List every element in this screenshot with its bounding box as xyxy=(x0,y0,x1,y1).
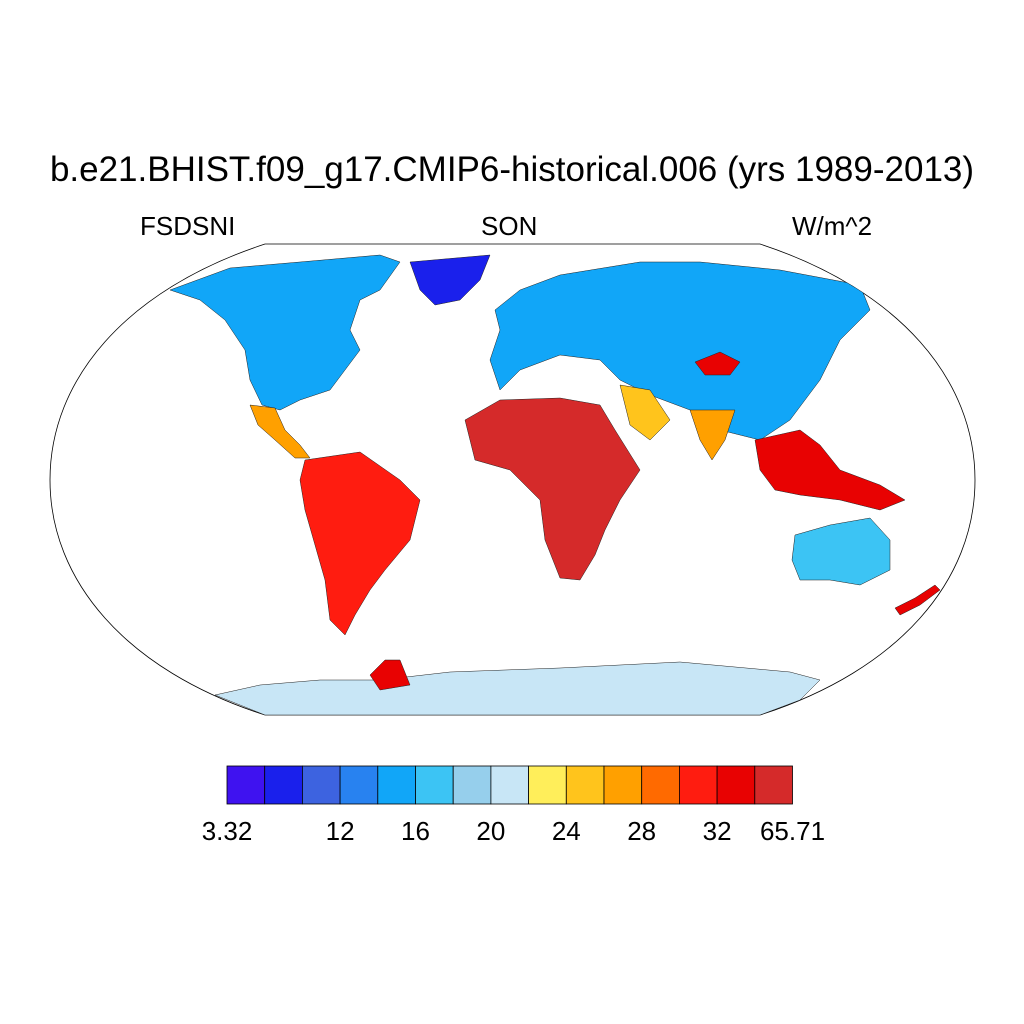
colorbar-swatch xyxy=(565,765,605,805)
region-australia xyxy=(791,517,891,586)
region-arabia xyxy=(619,384,671,441)
region-india xyxy=(689,409,736,461)
colorbar-swatch xyxy=(754,765,793,805)
colorbar-tick-label: 32 xyxy=(702,816,732,846)
colorbar-swatch xyxy=(603,765,643,805)
plot-title: b.e21.BHIST.f09_g17.CMIP6-historical.006… xyxy=(49,150,975,189)
colorbar-swatch xyxy=(528,765,567,805)
season-label: SON xyxy=(481,211,538,241)
colorbar-swatch xyxy=(716,765,756,805)
region-antarctic-peninsula xyxy=(369,659,411,691)
colorbar-tick-label: 65.71 xyxy=(759,816,826,846)
colorbar-swatch xyxy=(339,765,379,805)
region-africa xyxy=(464,397,641,581)
colorbar-swatch xyxy=(301,765,341,805)
colorbar-tick-label: 12 xyxy=(325,816,355,846)
region-greenland xyxy=(409,254,491,306)
colorbar-swatch xyxy=(264,765,303,805)
colorbar-swatch xyxy=(415,765,454,805)
colorbar-tick-label: 24 xyxy=(551,816,581,846)
colorbar-swatch xyxy=(490,765,529,805)
colorbar-tick-label: 3.32 xyxy=(201,816,253,846)
region-north-america xyxy=(169,254,401,411)
variable-label: FSDSNI xyxy=(140,211,236,241)
colorbar-tick-label: 28 xyxy=(627,816,657,846)
colorbar-swatch xyxy=(679,765,718,805)
region-tibet xyxy=(694,351,741,376)
region-south-america xyxy=(299,451,421,636)
units-label: W/m^2 xyxy=(792,211,873,241)
colorbar-swatch xyxy=(452,765,492,805)
region-antarctica xyxy=(214,661,821,715)
colorbar-tick-label: 20 xyxy=(476,816,506,846)
colorbar-swatch xyxy=(377,765,416,805)
region-new-zealand xyxy=(894,584,941,616)
colorbar-tick-label: 16 xyxy=(401,816,430,846)
colorbar-swatch xyxy=(226,765,266,805)
region-central-america xyxy=(249,404,311,459)
region-southeast-asia xyxy=(754,429,906,511)
colorbar-swatch xyxy=(641,765,680,805)
